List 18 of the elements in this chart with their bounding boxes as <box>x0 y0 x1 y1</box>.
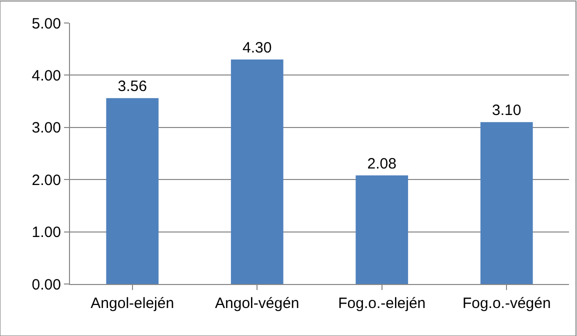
bar <box>480 122 533 284</box>
x-tick-label: Angol-végén <box>215 295 300 312</box>
y-tick-label: 1.00 <box>32 224 61 242</box>
bar <box>230 60 284 284</box>
y-tick-label: 5.00 <box>32 15 61 32</box>
y-tick-label: 0.00 <box>32 276 61 294</box>
data-label: 4.30 <box>242 40 272 57</box>
data-label: 3.56 <box>118 78 147 96</box>
y-tick-label: 3.00 <box>32 120 61 137</box>
y-tick-label: 4.00 <box>32 67 61 84</box>
x-tick-label: Fog.o.-végén <box>462 295 551 312</box>
data-label: 3.10 <box>492 102 522 120</box>
data-label: 2.08 <box>367 155 396 172</box>
y-tick-label: 2.00 <box>32 172 61 189</box>
x-tick-label: Fog.o.-elején <box>338 295 426 312</box>
bar <box>356 175 408 284</box>
bar <box>106 98 159 284</box>
x-tick-label: Angol-elején <box>90 295 174 312</box>
